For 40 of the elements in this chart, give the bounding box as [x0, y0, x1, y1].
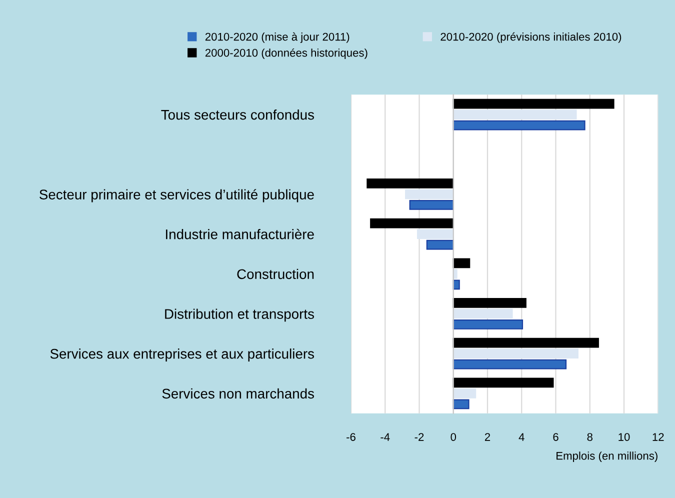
bar [370, 218, 454, 228]
x-tick-label: -4 [380, 433, 390, 441]
bar [452, 320, 524, 330]
y-tick-label: Secteur primaire et services d’utilité publique [40, 189, 314, 202]
bar [452, 98, 614, 109]
bar [452, 258, 470, 268]
bar [452, 308, 513, 319]
x-tick-label: -2 [414, 433, 424, 441]
bar [452, 110, 577, 120]
y-tick-label: Construction [237, 268, 314, 280]
bar [452, 399, 470, 410]
bar [366, 178, 454, 188]
x-tick-label: -6 [346, 433, 356, 441]
bar [405, 189, 454, 200]
legend-label: 2010-2020 (prévisions initiales 2010) [440, 32, 622, 43]
y-tick-label: Industrie manufacturière [166, 228, 314, 240]
legend-label: 2010-2020 (mise à jour 2011) [205, 32, 350, 43]
bar [452, 388, 476, 398]
y-tick-label: Tous secteurs confondus [161, 110, 314, 120]
x-tick-label: 10 [618, 433, 630, 441]
bar [452, 378, 554, 388]
bar [426, 240, 454, 250]
legend-label: 2000-2010 (données historiques) [205, 48, 368, 59]
bar [452, 298, 526, 308]
y-tick-label: Services non marchands [162, 388, 314, 399]
x-tick-label: 12 [652, 433, 664, 441]
bar [452, 120, 586, 130]
bar [409, 200, 454, 210]
bar [452, 338, 599, 348]
y-tick-label: Distribution et transports [165, 308, 314, 322]
x-axis-title: Emplois (en millions) [556, 452, 658, 462]
y-tick-label: Services aux entreprises et aux particuliers [50, 348, 314, 362]
x-tick-label: 8 [587, 433, 592, 441]
bar [452, 359, 567, 370]
x-tick-label: 2 [484, 433, 490, 441]
bar [416, 229, 454, 239]
x-tick-label: 6 [553, 433, 558, 441]
bar [452, 348, 578, 359]
x-tick-label: 4 [518, 433, 524, 441]
x-tick-label: 0 [450, 433, 456, 441]
